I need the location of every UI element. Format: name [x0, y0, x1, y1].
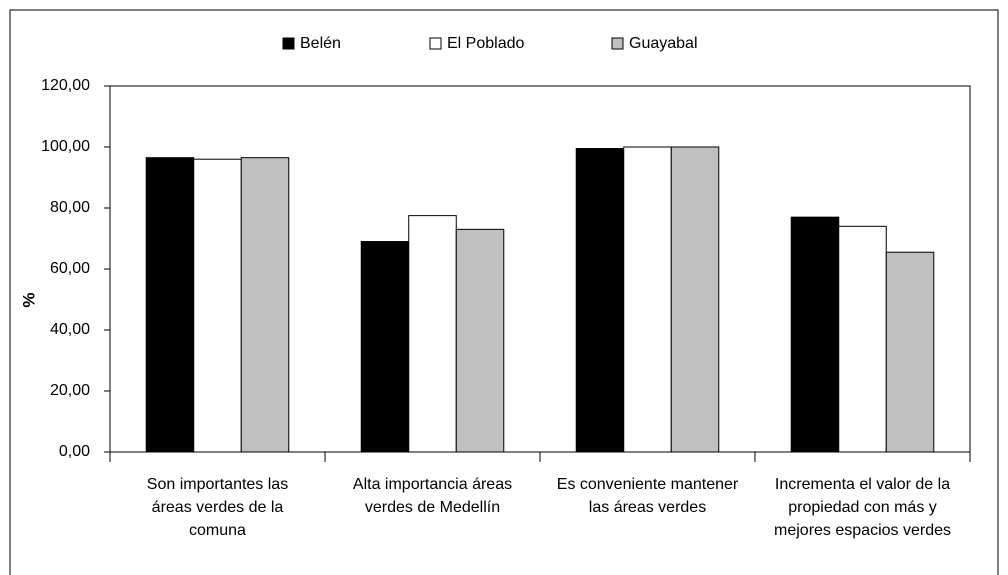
y-tick-label: 100,00 [41, 138, 90, 155]
x-tick-label: Incrementa el valor de la propiedad con m… [774, 476, 951, 539]
bar [670, 146, 720, 453]
bar [885, 251, 935, 453]
bar [145, 157, 195, 453]
y-tick-label: 120,00 [41, 77, 90, 94]
bar [240, 157, 290, 453]
y-tick-label: 20,00 [50, 382, 90, 399]
legend-swatch [429, 37, 442, 50]
tick-label-line: Incrementa el valor de la [775, 476, 950, 493]
bar [838, 225, 887, 453]
bar [455, 228, 505, 453]
legend-swatch [282, 37, 295, 50]
legend-swatch [611, 37, 624, 50]
bar [790, 216, 840, 453]
tick-label-line: verdes de Medellín [365, 499, 500, 516]
plot-frame [109, 85, 971, 453]
legend-label: Belén [300, 35, 341, 52]
y-tick-label: 40,00 [50, 321, 90, 338]
y-tick-label: 0,00 [59, 443, 90, 460]
tick-label-line: propiedad con más y [788, 499, 937, 516]
tick-label-line: Es conveniente mantener [557, 476, 739, 493]
bar [193, 158, 242, 453]
tick-label-line: Alta importancia áreas [353, 476, 512, 493]
y-tick-label: 60,00 [50, 260, 90, 277]
x-tick-label: Es conveniente mantener las áreas verdes [557, 476, 739, 516]
legend-label: El Poblado [447, 35, 524, 52]
y-axis-label: % [19, 292, 38, 307]
bar [575, 148, 625, 453]
tick-label-line: Son importantes las [147, 476, 288, 493]
legend-label: Guayabal [629, 35, 698, 52]
y-tick-label: 80,00 [50, 199, 90, 216]
bar [360, 241, 410, 453]
tick-label-line: las áreas verdes [589, 499, 706, 516]
tick-label-line: comuna [189, 522, 246, 539]
chart-border [9, 9, 999, 575]
x-tick-label: Son importantes las áreas verdes de la com… [147, 476, 288, 539]
tick-label-line: áreas verdes de la [152, 499, 284, 516]
x-tick-label: Alta importancia áreas verdes de Medellín [353, 476, 512, 516]
bar [623, 146, 672, 453]
tick-label-line: mejores espacios verdes [774, 522, 951, 539]
bar [408, 215, 457, 453]
